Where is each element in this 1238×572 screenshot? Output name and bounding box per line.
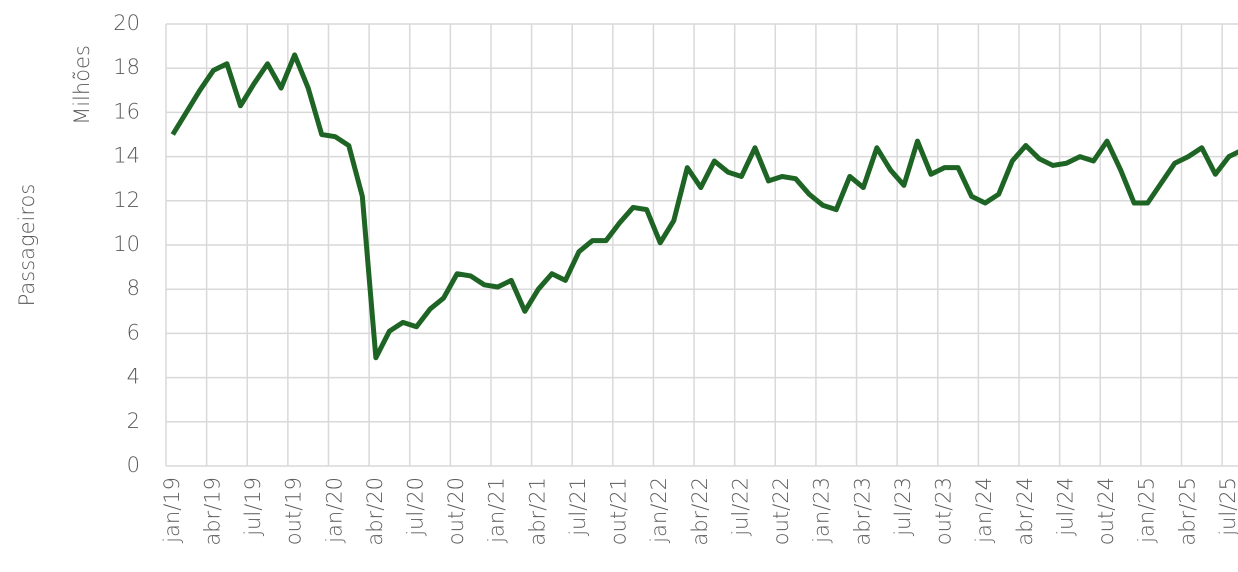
y-tick-label: 18	[113, 55, 140, 79]
x-tick-label: abr/21	[525, 477, 549, 546]
x-tick-label: jan/20	[322, 477, 346, 544]
x-tick-label: jul/23	[891, 477, 915, 537]
x-tick-label: out/19	[282, 477, 306, 545]
y-tick-label: 10	[113, 232, 140, 256]
x-tick-label: jan/22	[647, 477, 671, 544]
x-tick-label: abr/22	[688, 477, 712, 546]
x-tick-label: jan/21	[485, 477, 509, 544]
x-tick-label: abr/23	[850, 477, 874, 546]
x-tick-label: jan/24	[972, 477, 996, 544]
y-tick-label: 2	[127, 409, 140, 433]
y-tick-label: 0	[127, 453, 140, 477]
y-axis-label: Passageiros	[15, 184, 39, 307]
data-line	[170, 52, 1238, 361]
x-tick-label: abr/24	[1013, 477, 1037, 546]
x-tick-label: out/23	[932, 477, 956, 545]
x-tick-label: jul/21	[566, 477, 590, 537]
y-tick-label: 4	[127, 365, 140, 389]
x-tick-label: jul/25	[1216, 477, 1238, 537]
x-tick-label: abr/19	[200, 477, 224, 546]
x-tick-label: out/22	[769, 477, 793, 545]
x-tick-label: out/21	[607, 477, 631, 545]
x-tick-label: jul/20	[403, 477, 427, 537]
x-tick-label: jul/19	[241, 477, 265, 537]
y-unit-label: Milhões	[70, 45, 94, 125]
x-tick-label: jan/19	[160, 477, 184, 544]
x-tick-label: out/20	[444, 477, 468, 545]
x-tick-label: jul/24	[1053, 477, 1077, 537]
x-tick-label: abr/20	[363, 477, 387, 546]
y-tick-label: 12	[113, 188, 140, 212]
x-tick-label: jul/22	[728, 477, 752, 537]
x-tick-label: abr/25	[1175, 477, 1199, 546]
x-tick-label: jan/25	[1135, 477, 1159, 544]
y-tick-label: 8	[127, 276, 140, 300]
y-tick-label: 14	[113, 144, 140, 168]
y-tick-label: 6	[127, 320, 140, 344]
y-tick-label: 20	[113, 11, 140, 35]
x-tick-label: out/24	[1094, 477, 1118, 545]
y-tick-label: 16	[113, 99, 140, 123]
x-tick-label: jan/23	[810, 477, 834, 544]
